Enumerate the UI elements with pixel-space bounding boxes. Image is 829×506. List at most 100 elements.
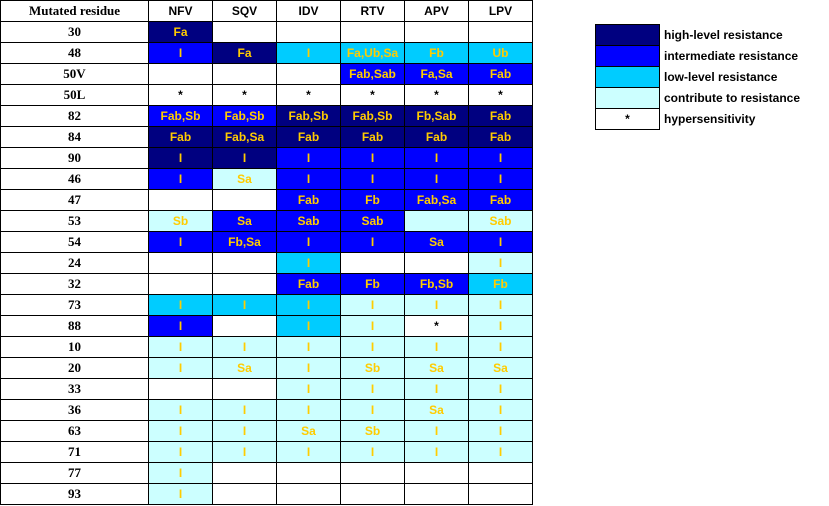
resistance-cell: I [468,294,533,316]
residue-label: 33 [0,378,149,400]
resistance-cell: Sa [468,357,533,379]
resistance-cell: * [276,84,341,106]
resistance-cell: Fb,Sb [404,273,469,295]
resistance-cell: I [212,147,277,169]
resistance-cell: Sb [148,210,213,232]
resistance-cell: I [148,294,213,316]
resistance-cell: Fb [340,273,405,295]
resistance-cell: Fab,Sa [212,126,277,148]
resistance-cell: I [404,147,469,169]
legend-swatch [595,24,660,46]
table-row: 33 I I I I [0,378,533,400]
resistance-cell: Fa,Ub,Sa [340,42,405,64]
table-row: 93 I [0,483,533,505]
resistance-cell: I [148,483,213,505]
table-row: 36 I I I I Sa I [0,399,533,421]
legend-label: hypersensitivity [664,112,756,126]
residue-label: 77 [0,462,149,484]
resistance-cell: I [212,399,277,421]
resistance-cell: I [404,420,469,442]
resistance-cell: Fa [212,42,277,64]
legend-swatch [595,87,660,109]
resistance-cell: I [276,42,341,64]
resistance-cell: I [148,336,213,358]
resistance-cell [468,462,533,484]
resistance-cell: I [468,231,533,253]
resistance-cell: I [340,399,405,421]
resistance-cell: I [340,294,405,316]
table-row: 50L * * * * * * [0,84,533,106]
resistance-cell: I [276,441,341,463]
resistance-cell: Ub [468,42,533,64]
residue-column-header: Mutated residue [0,0,149,22]
table-row: 90 I I I I I I [0,147,533,169]
resistance-cell: Fab [276,273,341,295]
resistance-cell [212,252,277,274]
legend-entry: contribute to resistance [595,87,801,109]
resistance-cell: Fa [148,21,213,43]
resistance-cell: I [468,378,533,400]
resistance-cell: I [148,231,213,253]
resistance-cell [404,462,469,484]
residue-label: 73 [0,294,149,316]
resistance-cell: Sb [340,420,405,442]
table-row: 50V Fab,Sab Fa,Sa Fab [0,63,533,85]
residue-label: 46 [0,168,149,190]
legend-entry: intermediate resistance [595,45,801,67]
resistance-cell [404,252,469,274]
residue-label: 10 [0,336,149,358]
resistance-cell [212,315,277,337]
resistance-cell: * [340,84,405,106]
residue-label: 47 [0,189,149,211]
resistance-cell [148,63,213,85]
resistance-cell: I [276,399,341,421]
legend-swatch [595,45,660,67]
resistance-cell: I [276,231,341,253]
resistance-cell: Fb,Sa [212,231,277,253]
table-row: 46 I Sa I I I I [0,168,533,190]
resistance-cell: Fab [276,126,341,148]
table-body: 30 Fa 48 I Fa I Fa,Ub,Sa Fb Ub 50V Fab,Sab Fa,Sa Fab… [0,21,533,505]
residue-label: 48 [0,42,149,64]
drug-header-rtv: RTV [340,0,405,22]
resistance-cell: Fab,Sab [340,63,405,85]
resistance-cell: I [340,231,405,253]
residue-label: 84 [0,126,149,148]
table-row: 32 Fab Fb Fb,Sb Fb [0,273,533,295]
resistance-cell: I [212,336,277,358]
resistance-cell: I [404,168,469,190]
legend-label: low-level resistance [664,70,778,84]
resistance-cell: Fb [468,273,533,295]
resistance-cell [468,21,533,43]
residue-label: 63 [0,420,149,442]
resistance-cell: Fab [468,189,533,211]
residue-label: 24 [0,252,149,274]
table-row: 84 Fab Fab,Sa Fab Fab Fab Fab [0,126,533,148]
resistance-cell [148,378,213,400]
resistance-cell: I [468,420,533,442]
resistance-cell: Fab,Sb [340,105,405,127]
resistance-cell [212,483,277,505]
resistance-cell: I [340,378,405,400]
resistance-cell: Sab [468,210,533,232]
resistance-cell [404,210,469,232]
resistance-cell: Fab,Sb [276,105,341,127]
header-row: Mutated residue NFV SQV IDV RTV APV LPV [0,0,533,22]
resistance-cell: I [340,441,405,463]
resistance-cell: Fab [468,63,533,85]
resistance-table: Mutated residue NFV SQV IDV RTV APV LPV 30 Fa 4… [0,0,533,505]
drug-header-idv: IDV [276,0,341,22]
resistance-cell [212,273,277,295]
resistance-cell: Sa [404,399,469,421]
residue-label: 88 [0,315,149,337]
resistance-cell: I [276,252,341,274]
drug-header-sqv: SQV [212,0,277,22]
residue-label: 20 [0,357,149,379]
resistance-cell: I [276,147,341,169]
resistance-cell: Fb,Sab [404,105,469,127]
resistance-cell: I [148,420,213,442]
resistance-cell: Fb [404,42,469,64]
table-row: 20 I Sa I Sb Sa Sa [0,357,533,379]
resistance-cell: I [148,441,213,463]
residue-label: 54 [0,231,149,253]
